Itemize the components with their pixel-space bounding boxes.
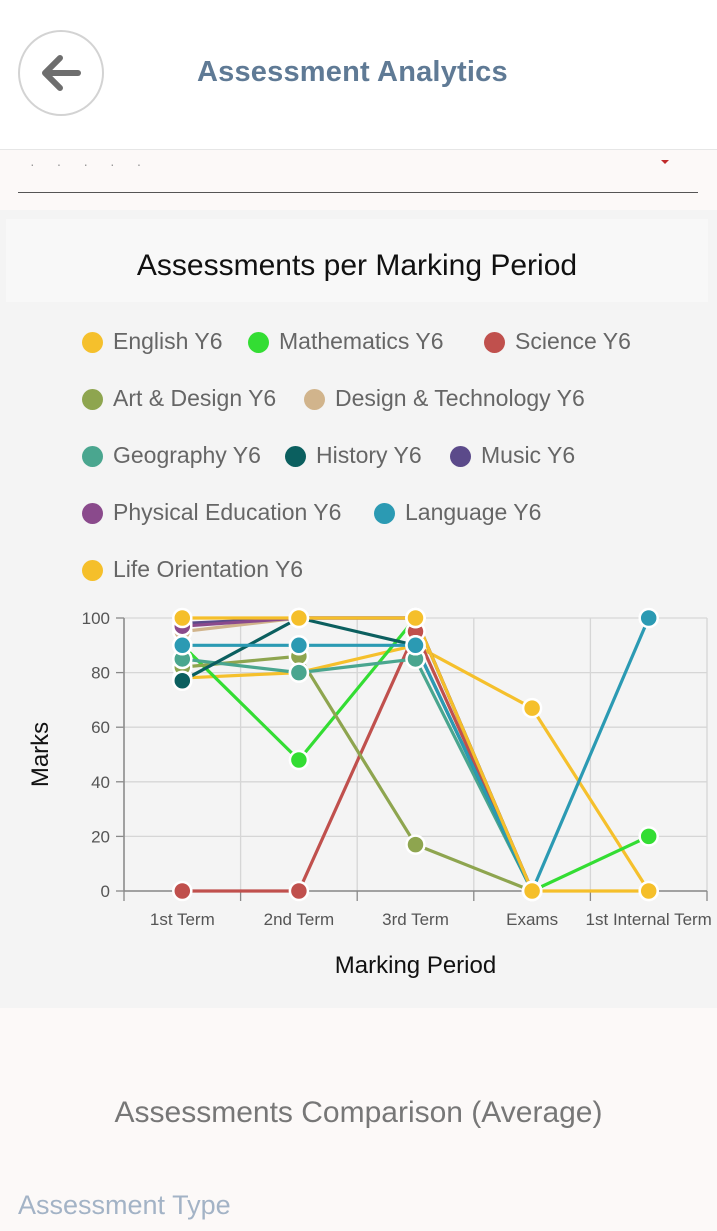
x-tick-label: Exams — [506, 910, 558, 929]
y-tick-label: 20 — [91, 827, 110, 846]
legend-item[interactable]: Language Y6 — [405, 499, 542, 525]
series-line — [182, 654, 533, 893]
data-point[interactable] — [638, 880, 659, 902]
x-tick-label: 1st Internal Term — [586, 910, 712, 929]
data-point[interactable] — [405, 607, 426, 629]
series-line — [182, 657, 534, 892]
legend-item[interactable]: History Y6 — [316, 442, 422, 468]
legend-item[interactable]: Design & Technology Y6 — [335, 385, 585, 411]
legend-dot — [248, 332, 269, 353]
data-point[interactable] — [172, 880, 193, 902]
data-point[interactable] — [638, 607, 659, 629]
comparison-title: Assessments Comparison (Average) — [114, 1096, 603, 1129]
back-button[interactable] — [18, 30, 104, 116]
chart-card: Assessments per Marking Period English Y… — [0, 210, 717, 1008]
legend-dot — [82, 389, 103, 410]
legend-dot — [82, 332, 103, 353]
legend-item[interactable]: Physical Education Y6 — [113, 499, 342, 525]
x-tick-label: 1st Term — [150, 910, 215, 929]
data-point[interactable] — [172, 607, 193, 629]
x-tick-label: 2nd Term — [264, 910, 335, 929]
y-tick-label: 60 — [91, 718, 110, 737]
legend-item[interactable]: Geography Y6 — [113, 442, 261, 468]
data-point[interactable] — [521, 880, 543, 902]
data-point[interactable] — [288, 607, 310, 629]
y-tick-label: 80 — [91, 664, 110, 683]
data-point[interactable] — [521, 697, 543, 719]
data-point[interactable] — [638, 826, 659, 847]
legend-item[interactable]: Art & Design Y6 — [113, 385, 277, 411]
chart-title-bar: Assessments per Marking Period — [6, 219, 708, 302]
x-axis-title: Marking Period — [335, 952, 496, 979]
legend-dot — [82, 560, 103, 581]
select-underline — [18, 192, 698, 193]
data-point[interactable] — [288, 880, 310, 902]
legend-item[interactable]: Mathematics Y6 — [279, 328, 444, 354]
legend-dot — [304, 389, 325, 410]
data-point[interactable] — [172, 635, 193, 656]
legend-dot — [484, 332, 505, 353]
data-point[interactable] — [288, 749, 310, 771]
select-placeholder: ····· — [30, 156, 164, 172]
series-line — [182, 630, 534, 893]
legend-item[interactable]: Life Orientation Y6 — [113, 556, 304, 582]
period-select[interactable]: ····· — [0, 150, 717, 210]
legend-dot — [450, 446, 471, 467]
legend-item[interactable]: English Y6 — [113, 328, 223, 354]
y-tick-label: 40 — [91, 773, 110, 792]
data-point[interactable] — [405, 834, 426, 855]
y-tick-label: 0 — [101, 882, 110, 901]
data-point[interactable] — [405, 635, 426, 656]
chart-title: Assessments per Marking Period — [136, 249, 578, 282]
y-tick-label: 100 — [82, 609, 110, 628]
legend-dot — [82, 446, 103, 467]
data-point[interactable] — [288, 635, 310, 656]
app-header: Assessment Analytics — [0, 0, 717, 150]
y-axis-title: Marks — [27, 722, 54, 787]
line-chart: 0 20 40 60 80 100 1st Term 2nd Term 3rd Term Exam… — [27, 607, 712, 979]
data-point[interactable] — [172, 670, 193, 692]
legend-item[interactable]: Music Y6 — [481, 442, 576, 468]
x-tick-label: 3rd Term — [382, 910, 449, 929]
legend-dot — [374, 503, 395, 524]
legend-item[interactable]: Science Y6 — [515, 328, 631, 354]
dropdown-arrow-icon[interactable] — [661, 160, 669, 164]
page-title: Assessment Analytics — [197, 56, 508, 88]
arrow-left-icon — [42, 55, 81, 91]
assessment-type-label[interactable]: Assessment Type — [18, 1190, 231, 1220]
data-point[interactable] — [288, 662, 310, 683]
legend-dot — [285, 446, 306, 467]
legend-dot — [82, 503, 103, 524]
